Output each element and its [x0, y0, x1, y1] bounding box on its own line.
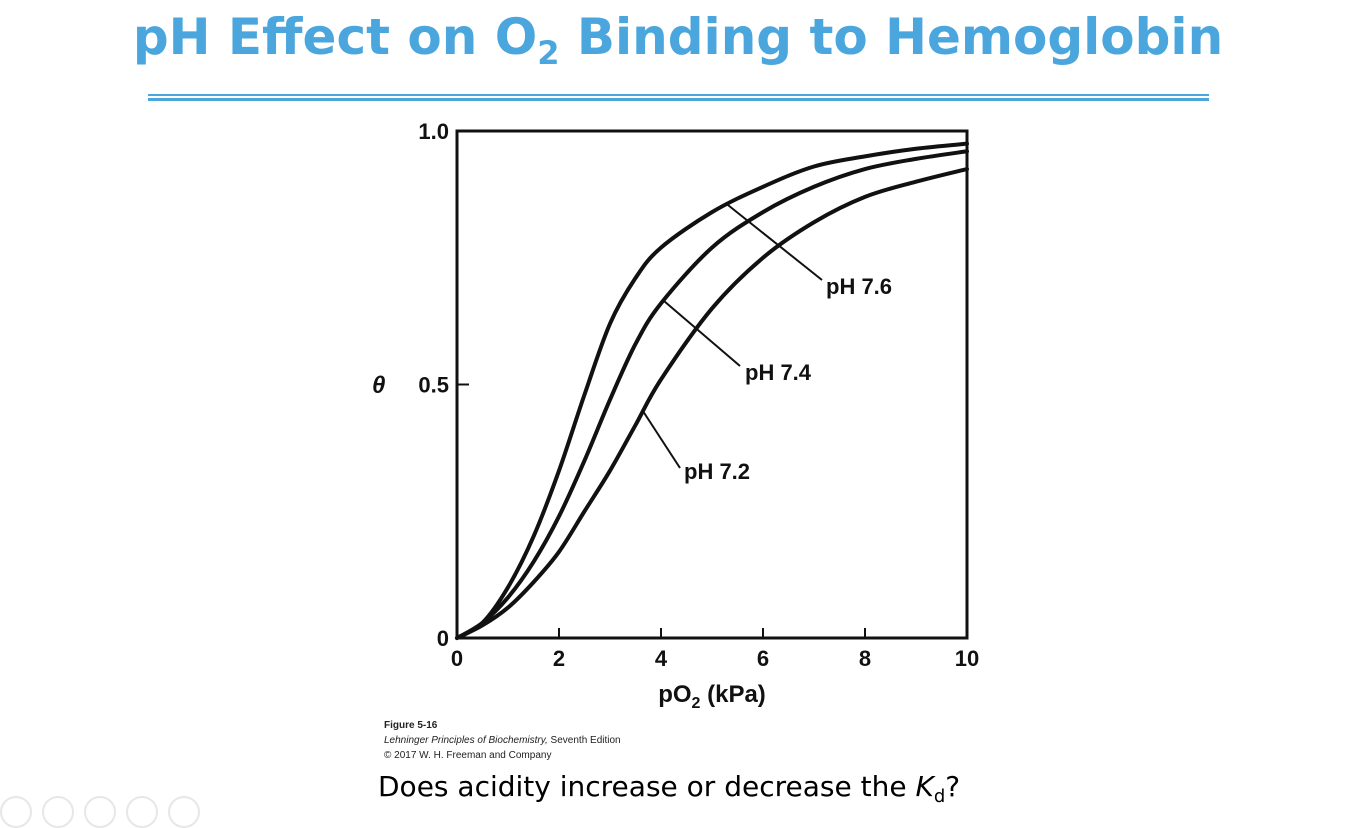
slideshow-toolbar: [0, 796, 200, 828]
leader-line: [642, 410, 681, 469]
curve-ph-7-2: [455, 167, 969, 640]
y-tick-label: 0.5: [418, 373, 449, 398]
series-label: pH 7.6: [826, 274, 892, 299]
curve-ph-7-4: [455, 149, 969, 640]
x-tick-label: 4: [655, 646, 668, 671]
x-tick-label: 6: [757, 646, 769, 671]
title-underline: [148, 94, 1209, 101]
book-citation: Lehninger Principles of Biochemistry, Se…: [384, 735, 621, 746]
x-axis-label: pO2 (kPa): [658, 681, 766, 712]
title-subscript: 2: [537, 34, 560, 72]
curves: [455, 141, 969, 640]
y-axis-ticks: 0 0.5 1.0: [418, 119, 469, 651]
y-tick-label: 1.0: [418, 119, 449, 144]
series-label: pH 7.4: [745, 360, 812, 385]
title-main: pH Effect on O: [132, 8, 538, 66]
y-tick-label: 0: [437, 626, 449, 651]
slide-title: pH Effect on O2 Binding to Hemoglobin: [0, 8, 1356, 69]
series-leader-lines: pH 7.6 pH 7.4 pH 7.2: [642, 203, 892, 484]
x-tick-label: 0: [451, 646, 463, 671]
x-tick-label: 8: [859, 646, 871, 671]
series-label: pH 7.2: [684, 459, 750, 484]
copyright-line: © 2017 W. H. Freeman and Company: [384, 750, 552, 761]
leader-line: [726, 203, 823, 281]
zoom-icon[interactable]: [126, 796, 158, 828]
x-axis-ticks: 0 2 4 6 8 10: [451, 628, 979, 671]
x-tick-label: 10: [955, 646, 979, 671]
curve-ph-7-6: [455, 141, 969, 640]
slide-question: Does acidity increase or decrease the Kd…: [378, 770, 961, 807]
pen-icon[interactable]: [42, 796, 74, 828]
title-rest: Binding to Hemoglobin: [559, 8, 1224, 66]
figure-number: Figure 5-16: [384, 720, 438, 731]
x-tick-label: 2: [553, 646, 565, 671]
leader-line: [662, 299, 741, 367]
more-options-icon[interactable]: [168, 796, 200, 828]
prev-slide-icon[interactable]: [0, 796, 32, 828]
figure-credit: Figure 5-16 Lehninger Principles of Bioc…: [384, 718, 621, 763]
y-axis-label: θ: [372, 372, 385, 399]
slides-icon[interactable]: [84, 796, 116, 828]
